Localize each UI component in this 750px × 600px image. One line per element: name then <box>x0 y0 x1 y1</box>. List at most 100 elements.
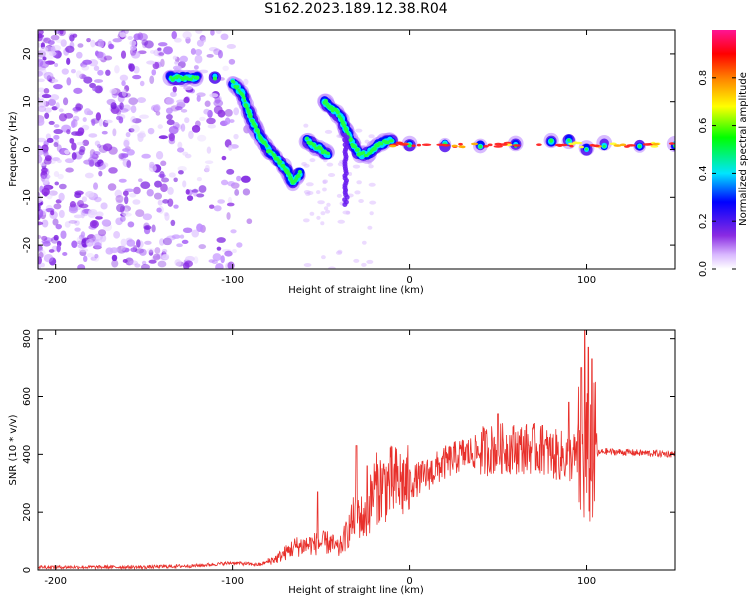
noise-speckle <box>64 149 70 155</box>
noise-speckle <box>138 33 148 41</box>
noise-speckle <box>115 199 123 205</box>
noise-speckle <box>94 161 103 167</box>
noise-speckle <box>112 38 122 43</box>
noise-speckle <box>113 231 121 239</box>
noise-speckle <box>118 178 127 183</box>
noise-speckle <box>94 140 101 147</box>
noise-speckle <box>305 182 314 187</box>
noise-speckle <box>176 99 186 104</box>
noise-speckle <box>68 206 78 214</box>
noise-speckle <box>184 117 190 124</box>
noise-speckle <box>116 115 122 121</box>
noise-speckle <box>42 241 51 247</box>
noise-speckle <box>166 119 175 126</box>
noise-speckle <box>184 260 194 268</box>
noise-speckle <box>148 249 154 256</box>
noise-speckle <box>141 260 147 265</box>
noise-speckle <box>53 134 60 140</box>
noise-speckle <box>194 49 203 56</box>
noise-speckle <box>124 195 129 205</box>
noise-speckle <box>42 56 47 61</box>
noise-speckle <box>126 239 136 247</box>
ridge-hotspot <box>416 143 422 147</box>
noise-speckle <box>170 91 177 98</box>
noise-speckle <box>94 253 99 259</box>
noise-speckle <box>139 80 145 87</box>
noise-speckle <box>309 158 316 163</box>
ridge-hotspot <box>512 144 521 147</box>
noise-speckle <box>72 115 80 122</box>
noise-speckle <box>40 262 46 268</box>
noise-speckle <box>104 119 113 124</box>
noise-speckle <box>81 74 87 79</box>
ridge-hotspot <box>572 141 578 145</box>
noise-speckle <box>171 234 181 239</box>
noise-speckle <box>176 147 185 153</box>
noise-speckle <box>152 253 161 261</box>
noise-speckle <box>38 203 41 212</box>
noise-speckle <box>356 180 362 185</box>
noise-speckle <box>119 102 124 111</box>
noise-speckle <box>61 68 69 75</box>
noise-speckle <box>55 224 62 230</box>
noise-speckle <box>172 55 178 60</box>
noise-speckle <box>148 259 157 264</box>
noise-speckle <box>181 239 189 245</box>
ridge-mark <box>177 74 181 78</box>
noise-speckle <box>133 186 141 195</box>
noise-speckle <box>195 120 201 128</box>
noise-speckle <box>94 85 103 94</box>
ridge-hotspot <box>624 145 630 148</box>
noise-speckle <box>97 229 107 237</box>
noise-speckle <box>70 68 76 74</box>
noise-speckle <box>149 161 155 169</box>
noise-speckle <box>58 108 64 113</box>
snr-background <box>38 330 675 570</box>
ridge-mark <box>326 151 330 156</box>
ridge-mark <box>361 151 366 155</box>
ridge-mark <box>335 110 340 115</box>
noise-speckle <box>58 183 67 190</box>
noise-speckle <box>50 236 59 244</box>
noise-speckle <box>71 152 77 160</box>
noise-speckle <box>224 250 233 257</box>
ridge-mark <box>249 115 253 119</box>
noise-speckle <box>38 137 47 143</box>
ridge-streak <box>342 201 348 207</box>
ridge-hotspot <box>483 144 489 148</box>
noise-speckle <box>162 237 172 246</box>
spectrogram-ytick-label: 10 <box>22 95 33 108</box>
noise-speckle <box>182 227 193 234</box>
noise-speckle <box>109 247 119 254</box>
noise-speckle <box>217 49 223 59</box>
ridge-hotspot <box>421 143 432 147</box>
noise-speckle <box>369 211 374 216</box>
noise-speckle <box>160 160 167 166</box>
noise-speckle <box>146 248 155 253</box>
noise-speckle <box>227 180 236 187</box>
noise-speckle <box>132 199 141 205</box>
noise-speckle <box>149 75 155 85</box>
noise-speckle <box>161 248 168 254</box>
noise-speckle <box>206 53 214 58</box>
noise-speckle <box>77 127 85 135</box>
ridge-mark <box>265 144 269 148</box>
noise-speckle <box>38 155 43 164</box>
noise-speckle <box>92 86 97 92</box>
noise-speckle <box>168 125 179 135</box>
noise-speckle <box>191 229 200 238</box>
noise-speckle <box>176 243 183 248</box>
noise-speckle <box>38 105 47 113</box>
noise-speckle <box>144 240 152 245</box>
noise-speckle <box>80 231 86 238</box>
noise-speckle <box>100 162 109 168</box>
noise-speckle <box>233 107 240 116</box>
noise-speckle <box>358 198 364 203</box>
noise-speckle <box>86 38 91 43</box>
noise-speckle <box>97 39 105 48</box>
noise-speckle <box>98 118 103 127</box>
noise-speckle <box>106 98 116 106</box>
noise-speckle <box>139 114 149 119</box>
noise-speckle <box>208 47 218 52</box>
